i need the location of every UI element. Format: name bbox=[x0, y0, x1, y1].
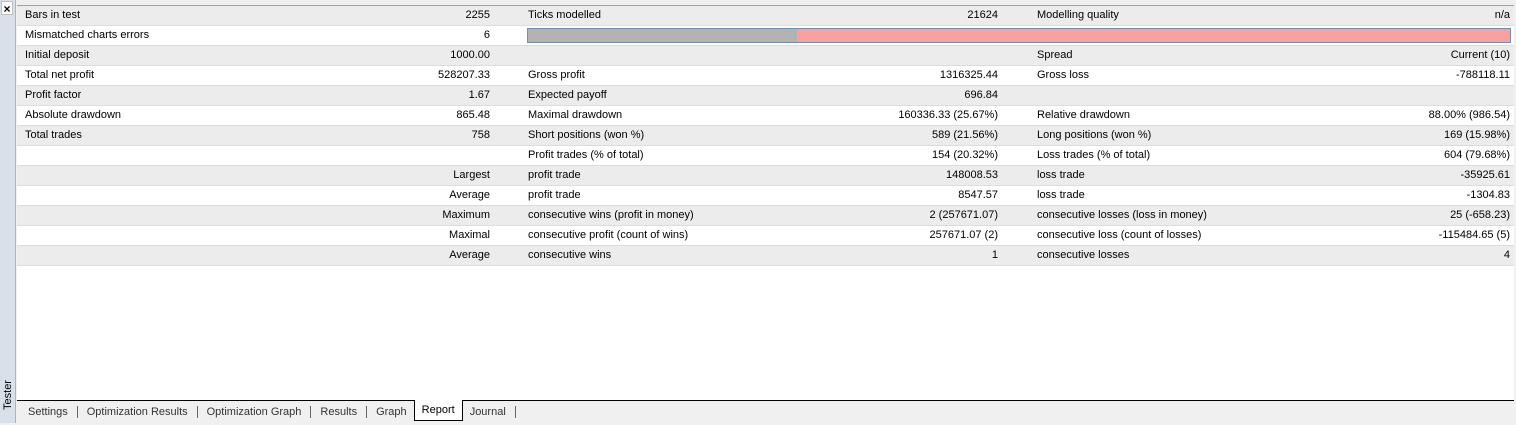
row-label: consecutive loss (count of losses) bbox=[1037, 229, 1202, 241]
row-label: consecutive wins bbox=[528, 249, 612, 261]
row-value: Maximal bbox=[449, 229, 490, 241]
tab-bar: Settings Optimization Results Optimization… bbox=[17, 399, 1514, 422]
row-value: 4 bbox=[1503, 249, 1510, 261]
tab-separator bbox=[514, 405, 516, 418]
row-value: 1 bbox=[991, 249, 998, 261]
row-value: 528207.33 bbox=[438, 69, 490, 81]
row-value: 1.67 bbox=[468, 89, 490, 101]
row-label: loss trade bbox=[1037, 189, 1085, 201]
row-label: Total net profit bbox=[25, 69, 95, 81]
row-label: consecutive profit (count of wins) bbox=[528, 229, 689, 241]
tab[interactable]: Optimization Graph bbox=[206, 405, 302, 418]
row-value: 169 (15.98%) bbox=[1443, 129, 1510, 141]
row-value: 1316325.44 bbox=[939, 69, 998, 81]
report-row: Absolute drawdown 865.48 Maximal drawdown 1… bbox=[17, 106, 1514, 126]
report-row: Total trades 758 Short positions (won %) 58… bbox=[17, 126, 1514, 146]
report-row: Maximum consecutive wins (profit in money… bbox=[17, 206, 1514, 226]
row-label: consecutive wins (profit in money) bbox=[528, 209, 694, 221]
row-value: 696.84 bbox=[964, 89, 998, 101]
row-value: 154 (20.32%) bbox=[931, 149, 998, 161]
row-value: 2255 bbox=[465, 9, 490, 21]
tab[interactable]: Report bbox=[413, 399, 463, 421]
bar-fill bbox=[528, 29, 797, 42]
row-label: Relative drawdown bbox=[1037, 109, 1130, 121]
row-value: -35925.61 bbox=[1460, 169, 1510, 181]
report-row: Bars in test 2255 Ticks modelled 21624 Model… bbox=[17, 6, 1514, 26]
row-label: Loss trades (% of total) bbox=[1037, 149, 1151, 161]
tab[interactable]: Settings bbox=[28, 405, 68, 418]
report-row: Maximal consecutive profit (count of wins… bbox=[17, 226, 1514, 246]
row-label: Mismatched charts errors bbox=[25, 29, 150, 41]
tab-separator bbox=[196, 405, 198, 418]
row-value: 758 bbox=[471, 129, 490, 141]
tab[interactable]: Graph bbox=[376, 405, 407, 418]
row-label: Spread bbox=[1037, 49, 1073, 61]
row-value: 865.48 bbox=[456, 109, 490, 121]
row-value: 148008.53 bbox=[946, 169, 998, 181]
row-value: 257671.07 (2) bbox=[929, 229, 999, 241]
row-value: 88.00% (986.54) bbox=[1428, 109, 1510, 121]
tab-separator bbox=[76, 405, 78, 418]
tab[interactable]: Optimization Results bbox=[86, 405, 188, 418]
row-label: Initial deposit bbox=[25, 49, 90, 61]
row-label: Total trades bbox=[25, 129, 82, 141]
row-value: 25 (-658.23) bbox=[1450, 209, 1510, 221]
row-label: Long positions (won %) bbox=[1037, 129, 1152, 141]
tab-separator bbox=[310, 405, 312, 418]
row-label: Gross loss bbox=[1037, 69, 1089, 81]
row-value: n/a bbox=[1494, 9, 1510, 21]
report-row: Average consecutive wins 1 consecutive loss… bbox=[17, 246, 1514, 266]
row-value: -1304.83 bbox=[1466, 189, 1510, 201]
row-value: 21624 bbox=[967, 9, 998, 21]
report-row: Profit factor 1.67 Expected payoff 696.84 bbox=[17, 86, 1514, 106]
row-label: Bars in test bbox=[25, 9, 81, 21]
row-label: loss trade bbox=[1037, 169, 1085, 181]
row-label: Expected payoff bbox=[528, 89, 607, 101]
row-label: Absolute drawdown bbox=[25, 109, 122, 121]
row-value: 160336.33 (25.67%) bbox=[898, 109, 998, 121]
row-label: Ticks modelled bbox=[528, 9, 601, 21]
row-value: 2 (257671.07) bbox=[929, 209, 999, 221]
row-value: -115484.65 (5) bbox=[1438, 229, 1510, 241]
side-label: Tester bbox=[1, 375, 15, 415]
row-value: 8547.57 bbox=[958, 189, 998, 201]
report-row: Profit trades (% of total) 154 (20.32%) Lo… bbox=[17, 146, 1514, 166]
report-row: Total net profit 528207.33 Gross profit 131… bbox=[17, 66, 1514, 86]
close-button[interactable]: × bbox=[1, 1, 13, 16]
row-value: 1000.00 bbox=[450, 49, 490, 61]
side-label-text: Tester bbox=[2, 380, 14, 410]
row-label: Profit factor bbox=[25, 89, 82, 101]
report-table: Bars in test 2255 Ticks modelled 21624 Model… bbox=[17, 5, 1514, 401]
tab[interactable]: Journal bbox=[469, 405, 506, 418]
tab[interactable]: Results bbox=[320, 405, 358, 418]
row-value: Largest bbox=[453, 169, 490, 181]
report-row: Initial deposit 1000.00 Spread Current (10) bbox=[17, 46, 1514, 66]
row-value: Maximum bbox=[442, 209, 490, 221]
row-value: 604 (79.68%) bbox=[1443, 149, 1510, 161]
row-label: Maximal drawdown bbox=[528, 109, 623, 121]
tab-separator bbox=[366, 405, 368, 418]
report-row: Mismatched charts errors 6 bbox=[17, 26, 1514, 46]
row-label: profit trade bbox=[528, 189, 581, 201]
report-row: Largest profit trade 148008.53 loss trade -3… bbox=[17, 166, 1514, 186]
modelling-quality-bar bbox=[527, 28, 1511, 43]
row-label: profit trade bbox=[528, 169, 581, 181]
row-label: Gross profit bbox=[528, 69, 585, 81]
row-value: Average bbox=[449, 249, 490, 261]
row-label: Modelling quality bbox=[1037, 9, 1119, 21]
row-label: Short positions (won %) bbox=[528, 129, 645, 141]
row-label: consecutive losses (loss in money) bbox=[1037, 209, 1207, 221]
row-label: Profit trades (% of total) bbox=[528, 149, 644, 161]
side-strip: × Tester bbox=[0, 0, 16, 423]
row-value: Average bbox=[449, 189, 490, 201]
row-value: 589 (21.56%) bbox=[931, 129, 998, 141]
row-label: consecutive losses bbox=[1037, 249, 1130, 261]
row-value: Current (10) bbox=[1450, 49, 1510, 61]
report-row: Average profit trade 8547.57 loss trade -130… bbox=[17, 186, 1514, 206]
row-value: -788118.11 bbox=[1455, 69, 1510, 81]
row-value: 6 bbox=[483, 29, 490, 41]
